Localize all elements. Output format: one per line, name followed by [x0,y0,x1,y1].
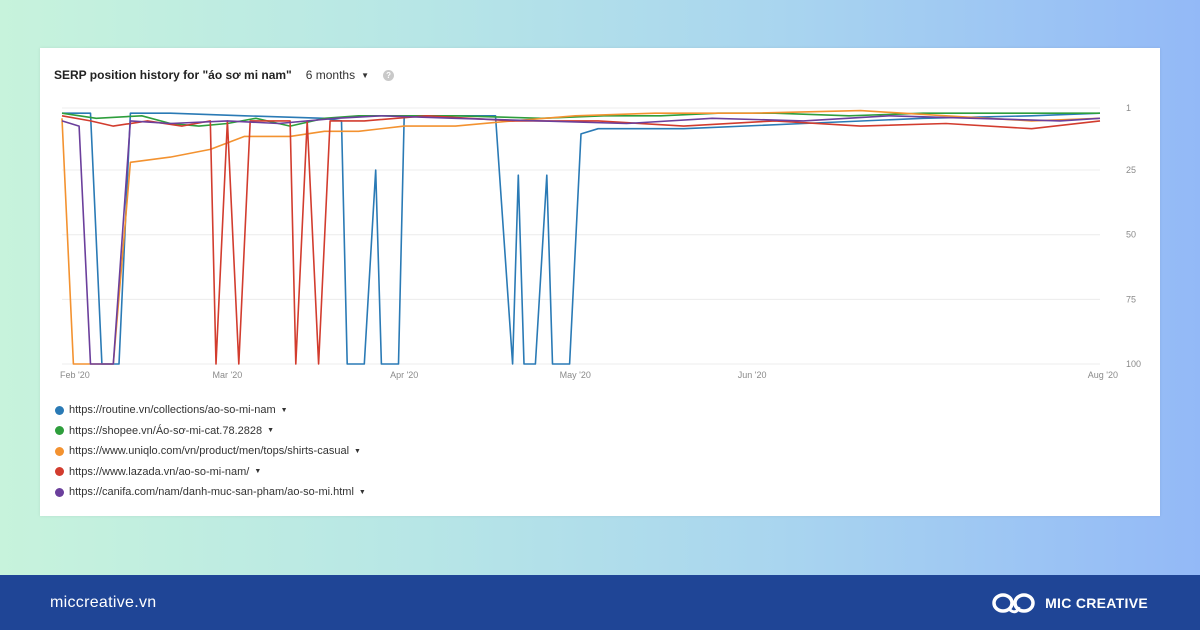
x-tick-label: Aug '20 [1088,370,1118,380]
legend-label: https://routine.vn/collections/ao-so-mi-… [69,404,276,417]
series-line-5 [61,115,1101,365]
legend-color-dot [55,446,64,456]
period-label: 6 months [305,68,356,82]
serp-line-chart: 1 25 50 75 100 Feb '20 Mar '20 Apr '20 May '20 Ju… [60,103,1141,380]
footer-website[interactable]: miccreative.vn [50,594,157,611]
caret-down-icon[interactable]: ▼ [280,406,288,414]
brand-name: MIC CREATIVE [1045,594,1148,611]
series-lines [61,109,1101,365]
legend-item[interactable]: https://www.lazada.vn/ao-so-mi-nam/ ▼ [55,462,366,483]
chart-title: SERP position history for "áo sơ mi nam" [54,68,292,82]
y-tick-label: 50 [1126,230,1136,240]
y-tick-label: 25 [1126,165,1136,175]
y-tick-label: 100 [1126,359,1141,369]
series-line-3 [61,109,1101,365]
x-tick-label: Mar '20 [213,370,243,380]
legend-item[interactable]: https://routine.vn/collections/ao-so-mi-… [55,400,366,421]
legend-color-dot [55,405,64,415]
legend-item[interactable]: https://www.uniqlo.com/vn/product/men/to… [55,441,366,462]
footer-bar: miccreative.vn MIC CREATIVE [0,575,1200,630]
legend-color-dot [55,487,64,497]
chart-legend: https://routine.vn/collections/ao-so-mi-… [55,400,366,503]
legend-label: https://canifa.com/nam/danh-muc-san-pham… [69,486,354,499]
x-tick-label: Jun '20 [738,370,767,380]
caret-down-icon: ▼ [361,70,370,80]
caret-down-icon[interactable]: ▼ [267,427,275,435]
chart-header: SERP position history for "áo sơ mi nam"… [54,66,395,84]
period-dropdown[interactable]: 6 months ▼ [306,68,369,82]
help-icon[interactable]: ? [383,69,395,81]
y-tick-label: 75 [1126,294,1136,304]
series-line-4 [61,115,1101,365]
legend-item[interactable]: https://canifa.com/nam/danh-muc-san-pham… [55,482,366,503]
mic-creative-logo-icon [992,592,1035,613]
chart-card: 1 25 50 75 100 Feb '20 Mar '20 Apr '20 May '20 Ju… [40,48,1160,516]
caret-down-icon[interactable]: ▼ [254,468,262,476]
x-tick-label: May '20 [560,370,591,380]
caret-down-icon[interactable]: ▼ [354,447,361,455]
legend-label: https://www.uniqlo.com/vn/product/men/to… [69,445,350,458]
caret-down-icon[interactable]: ▼ [358,488,366,496]
legend-item[interactable]: https://shopee.vn/Áo-sơ-mi-cat.78.2828 ▼ [55,421,366,442]
x-tick-label: Apr '20 [390,370,418,380]
y-tick-label: 1 [1126,103,1131,113]
legend-color-dot [55,426,64,436]
x-tick-label: Feb '20 [60,370,90,380]
brand: MIC CREATIVE [991,575,1148,630]
axes: 1 25 50 75 100 Feb '20 Mar '20 Apr '20 May '20 Ju… [60,103,1141,380]
legend-color-dot [55,467,64,477]
legend-label: https://shopee.vn/Áo-sơ-mi-cat.78.2828 [69,424,263,437]
legend-label: https://www.lazada.vn/ao-so-mi-nam/ [69,465,250,478]
